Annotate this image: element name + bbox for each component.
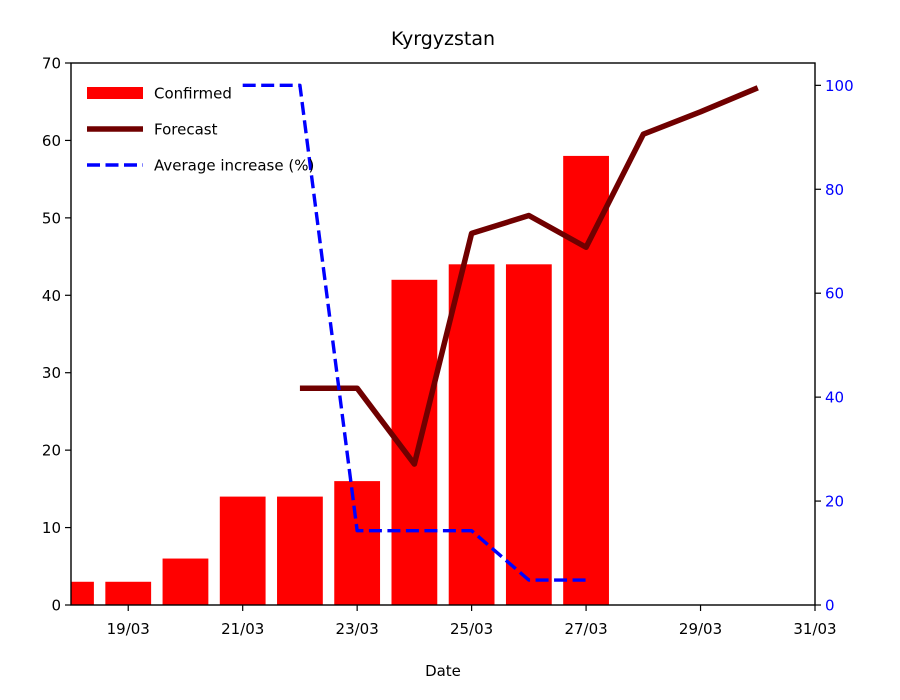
- y-left-tick-label: 70: [42, 55, 61, 73]
- bar-confirmed-8: [505, 264, 552, 605]
- y-left-tick-label: 60: [42, 132, 61, 150]
- chart-title: Kyrgyzstan: [391, 28, 495, 50]
- plot-frame: [70, 62, 816, 606]
- bar-confirmed-7: [448, 264, 495, 605]
- y-axis-left: 0 10 20 30 40 50 60 70: [42, 55, 71, 615]
- x-tick-label: 23/03: [336, 620, 379, 638]
- line-average-increase-: [242, 83, 587, 582]
- bar-confirmed-0: [71, 581, 94, 605]
- x-tick-label: 27/03: [564, 620, 607, 638]
- x-tick-label: 21/03: [221, 620, 264, 638]
- legend: Confirmed Forecast Average increase (%): [87, 85, 314, 175]
- bar-confirmed-9: [563, 155, 609, 605]
- y-right-tick-label: 60: [825, 285, 844, 303]
- y-left-tick-label: 0: [51, 597, 61, 615]
- bar-confirmed-1: [105, 581, 152, 605]
- y-left-tick-label: 10: [42, 519, 61, 537]
- bar-confirmed-3: [219, 496, 266, 605]
- legend-label-confirmed: Confirmed: [154, 85, 232, 103]
- y-left-tick-label: 20: [42, 442, 61, 460]
- bar-confirmed-2: [162, 558, 209, 605]
- bar-confirmed-5: [334, 481, 381, 605]
- y-right-tick-label: 20: [825, 493, 844, 511]
- bar-confirmed-4: [277, 496, 323, 605]
- y-axis-right: 0 20 40 60 80 100: [815, 77, 854, 615]
- x-axis-label: Date: [425, 662, 461, 680]
- legend-label-forecast: Forecast: [154, 121, 218, 139]
- y-right-tick-label: 40: [825, 389, 844, 407]
- y-right-tick-label: 100: [825, 77, 854, 95]
- legend-swatch-confirmed: [87, 87, 143, 99]
- y-left-tick-label: 30: [42, 364, 61, 382]
- y-left-tick-label: 50: [42, 209, 61, 227]
- x-tick-label: 29/03: [679, 620, 722, 638]
- y-right-tick-label: 80: [825, 181, 844, 199]
- bars-layer: [71, 155, 609, 605]
- y-right-tick-label: 0: [825, 597, 835, 615]
- x-tick-label: 19/03: [107, 620, 150, 638]
- legend-label-average-increase-: Average increase (%): [154, 157, 314, 175]
- line-forecast: [299, 85, 759, 467]
- x-axis: 19/03 21/03 23/03 25/03 27/03 29/03 31/03: [107, 605, 837, 638]
- x-tick-label: 31/03: [793, 620, 836, 638]
- y-left-tick-label: 40: [42, 287, 61, 305]
- lines-layer: [242, 83, 759, 582]
- x-tick-label: 25/03: [450, 620, 493, 638]
